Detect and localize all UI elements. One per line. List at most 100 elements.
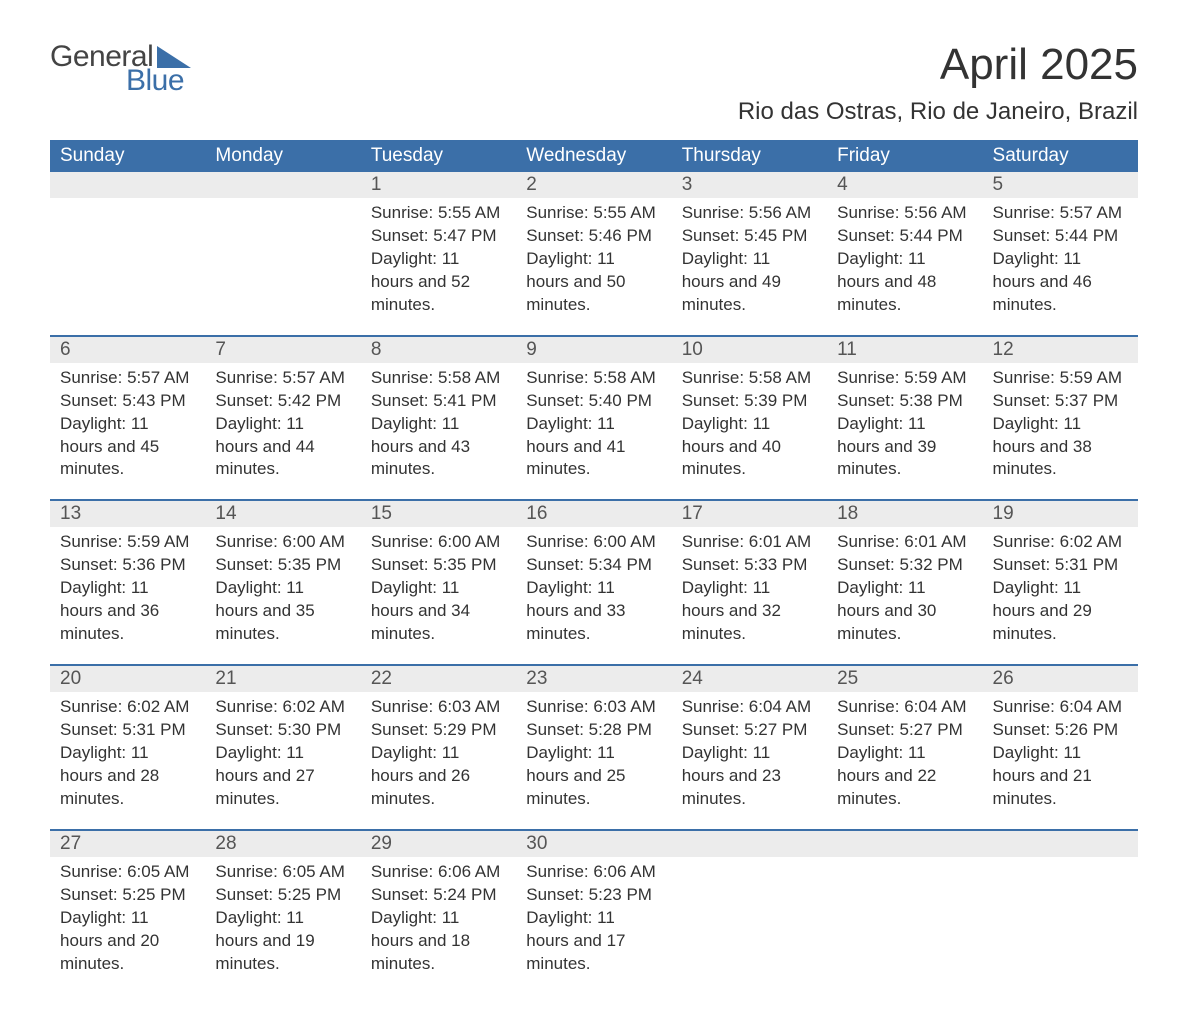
day-info-line: Sunset: 5:23 PM [526,884,661,907]
day-info-line: Sunset: 5:34 PM [526,554,661,577]
day-info-line: Sunrise: 5:59 AM [837,367,972,390]
week-content-row: Sunrise: 5:59 AMSunset: 5:36 PMDaylight:… [50,527,1138,665]
day-info-line: Sunset: 5:38 PM [837,390,972,413]
day-header: Monday [205,140,360,172]
day-info-line: Daylight: 11 hours and 33 minutes. [526,577,661,646]
day-info-line: Sunset: 5:42 PM [215,390,350,413]
day-info-line: Sunset: 5:25 PM [215,884,350,907]
day-content-cell: Sunrise: 6:01 AMSunset: 5:33 PMDaylight:… [672,527,827,665]
day-number-cell: 23 [516,665,671,692]
day-info-line: Sunrise: 5:58 AM [371,367,506,390]
day-info-line: Sunrise: 6:06 AM [526,861,661,884]
day-info-line: Sunrise: 5:56 AM [837,202,972,225]
brand-logo: General Blue [50,40,191,98]
brand-word-2: Blue [126,64,184,98]
day-info-line: Sunrise: 6:02 AM [993,531,1128,554]
day-content-cell: Sunrise: 6:05 AMSunset: 5:25 PMDaylight:… [50,857,205,994]
day-info-line: Daylight: 11 hours and 26 minutes. [371,742,506,811]
day-info-line: Sunset: 5:29 PM [371,719,506,742]
day-content-cell: Sunrise: 6:06 AMSunset: 5:24 PMDaylight:… [361,857,516,994]
day-number-cell: 16 [516,500,671,527]
day-content-cell [827,857,982,994]
day-info-line: Daylight: 11 hours and 17 minutes. [526,907,661,976]
day-content-cell: Sunrise: 6:04 AMSunset: 5:27 PMDaylight:… [827,692,982,830]
day-info-line: Sunset: 5:31 PM [993,554,1128,577]
week-daynum-row: 12345 [50,172,1138,198]
day-number-cell [672,830,827,857]
week-daynum-row: 13141516171819 [50,500,1138,527]
day-content-cell: Sunrise: 5:56 AMSunset: 5:44 PMDaylight:… [827,198,982,336]
day-info-line: Sunrise: 5:55 AM [371,202,506,225]
day-number-cell: 4 [827,172,982,198]
day-content-cell: Sunrise: 5:58 AMSunset: 5:40 PMDaylight:… [516,363,671,501]
day-info-line: Sunset: 5:37 PM [993,390,1128,413]
day-info-line: Daylight: 11 hours and 29 minutes. [993,577,1128,646]
day-info-line: Daylight: 11 hours and 20 minutes. [60,907,195,976]
day-content-cell: Sunrise: 6:03 AMSunset: 5:28 PMDaylight:… [516,692,671,830]
day-info-line: Daylight: 11 hours and 21 minutes. [993,742,1128,811]
day-number-cell [827,830,982,857]
day-content-cell: Sunrise: 6:04 AMSunset: 5:26 PMDaylight:… [983,692,1138,830]
day-info-line: Daylight: 11 hours and 43 minutes. [371,413,506,482]
day-content-cell: Sunrise: 6:02 AMSunset: 5:31 PMDaylight:… [983,527,1138,665]
day-number-cell [50,172,205,198]
day-info-line: Sunset: 5:47 PM [371,225,506,248]
day-number-cell: 2 [516,172,671,198]
day-content-cell [672,857,827,994]
day-info-line: Sunrise: 6:01 AM [682,531,817,554]
day-content-cell [983,857,1138,994]
day-number-cell: 21 [205,665,360,692]
day-info-line: Sunset: 5:27 PM [682,719,817,742]
day-info-line: Daylight: 11 hours and 46 minutes. [993,248,1128,317]
day-info-line: Sunrise: 6:02 AM [60,696,195,719]
day-number-cell: 3 [672,172,827,198]
day-info-line: Daylight: 11 hours and 44 minutes. [215,413,350,482]
day-info-line: Daylight: 11 hours and 22 minutes. [837,742,972,811]
day-info-line: Sunset: 5:40 PM [526,390,661,413]
day-content-cell: Sunrise: 6:00 AMSunset: 5:35 PMDaylight:… [361,527,516,665]
day-content-cell: Sunrise: 6:02 AMSunset: 5:30 PMDaylight:… [205,692,360,830]
day-number-cell [205,172,360,198]
day-content-cell: Sunrise: 5:58 AMSunset: 5:39 PMDaylight:… [672,363,827,501]
day-info-line: Daylight: 11 hours and 28 minutes. [60,742,195,811]
day-number-cell: 9 [516,336,671,363]
day-content-cell: Sunrise: 6:03 AMSunset: 5:29 PMDaylight:… [361,692,516,830]
day-info-line: Sunset: 5:45 PM [682,225,817,248]
day-info-line: Daylight: 11 hours and 41 minutes. [526,413,661,482]
day-content-cell: Sunrise: 6:00 AMSunset: 5:34 PMDaylight:… [516,527,671,665]
day-content-cell [205,198,360,336]
day-content-cell: Sunrise: 5:57 AMSunset: 5:44 PMDaylight:… [983,198,1138,336]
day-info-line: Sunset: 5:39 PM [682,390,817,413]
day-info-line: Sunrise: 6:02 AM [215,696,350,719]
day-info-line: Sunset: 5:28 PM [526,719,661,742]
day-number-cell: 1 [361,172,516,198]
day-info-line: Sunrise: 5:58 AM [526,367,661,390]
day-info-line: Sunrise: 5:58 AM [682,367,817,390]
week-content-row: Sunrise: 6:02 AMSunset: 5:31 PMDaylight:… [50,692,1138,830]
day-number-cell: 10 [672,336,827,363]
day-number-cell: 11 [827,336,982,363]
day-info-line: Sunrise: 5:59 AM [993,367,1128,390]
day-number-cell: 14 [205,500,360,527]
header: General Blue April 2025 Rio das Ostras, … [50,40,1138,126]
day-content-cell: Sunrise: 6:02 AMSunset: 5:31 PMDaylight:… [50,692,205,830]
week-content-row: Sunrise: 5:57 AMSunset: 5:43 PMDaylight:… [50,363,1138,501]
day-header: Tuesday [361,140,516,172]
day-info-line: Sunrise: 6:05 AM [215,861,350,884]
day-info-line: Sunset: 5:24 PM [371,884,506,907]
day-info-line: Sunset: 5:30 PM [215,719,350,742]
day-content-cell [50,198,205,336]
day-info-line: Daylight: 11 hours and 32 minutes. [682,577,817,646]
day-header: Saturday [983,140,1138,172]
day-number-cell: 6 [50,336,205,363]
day-info-line: Daylight: 11 hours and 40 minutes. [682,413,817,482]
day-info-line: Sunrise: 6:01 AM [837,531,972,554]
day-info-line: Sunset: 5:32 PM [837,554,972,577]
page-title: April 2025 [738,40,1138,90]
day-info-line: Sunset: 5:43 PM [60,390,195,413]
day-content-cell: Sunrise: 5:57 AMSunset: 5:42 PMDaylight:… [205,363,360,501]
day-info-line: Sunrise: 6:00 AM [526,531,661,554]
day-info-line: Sunset: 5:31 PM [60,719,195,742]
day-info-line: Sunset: 5:26 PM [993,719,1128,742]
day-info-line: Sunset: 5:35 PM [371,554,506,577]
